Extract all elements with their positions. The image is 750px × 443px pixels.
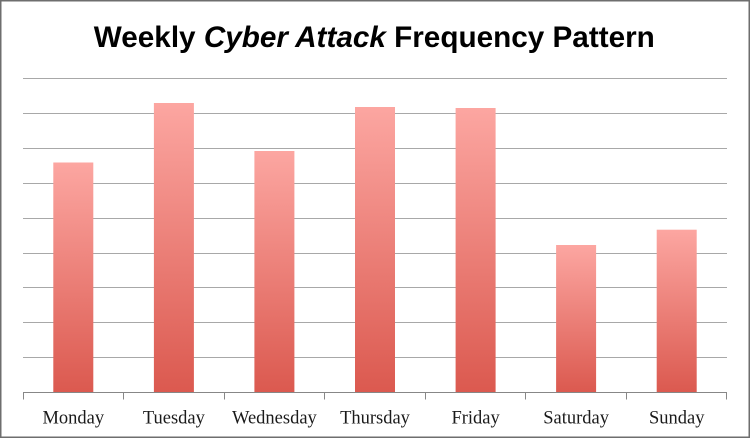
svg-text:Wednesday: Wednesday	[232, 408, 318, 428]
svg-text:Sunday: Sunday	[649, 408, 705, 428]
svg-text:Thursday: Thursday	[340, 408, 411, 428]
svg-text:Monday: Monday	[42, 408, 104, 428]
svg-text:Weekly Cyber Attack Frequency: Weekly Cyber Attack Frequency Pattern	[94, 21, 655, 54]
svg-text:Friday: Friday	[451, 408, 500, 428]
svg-text:Saturday: Saturday	[543, 408, 610, 428]
svg-text:Tuesday: Tuesday	[143, 408, 206, 428]
